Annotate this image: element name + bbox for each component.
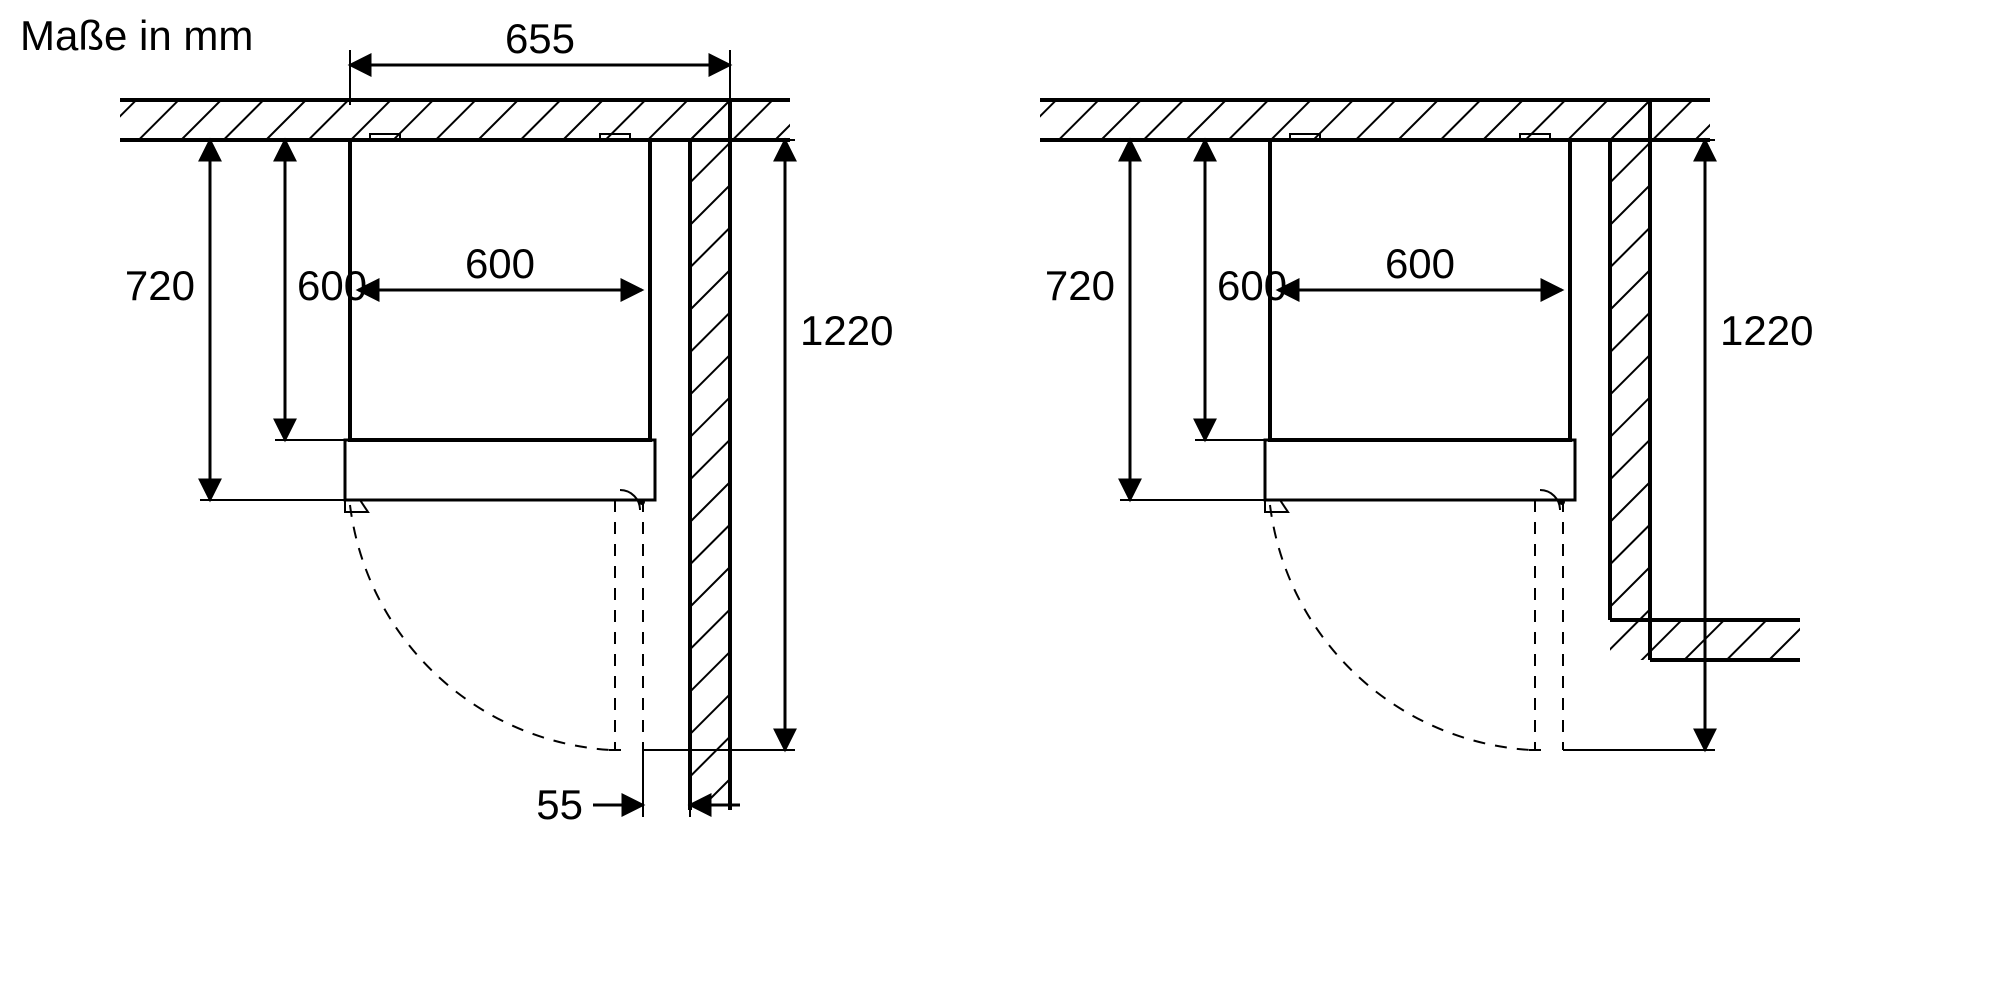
- dim-600w: 600: [465, 240, 535, 287]
- technical-drawing: Maße in mm 655 600 720 600 1220 55 600 720 600 12…: [0, 0, 2000, 1000]
- dim-55: 55: [536, 781, 583, 828]
- dim-600h: 600: [1217, 262, 1287, 309]
- door-swing-arc: [350, 505, 610, 750]
- dim-600h: 600: [297, 262, 367, 309]
- door-swing-arc: [1270, 505, 1530, 750]
- dim-655: 655: [505, 15, 575, 62]
- view-right: 600 720 600 1220: [1040, 100, 1813, 750]
- dim-600w: 600: [1385, 240, 1455, 287]
- dim-720: 720: [125, 262, 195, 309]
- title: Maße in mm: [20, 12, 253, 59]
- view-left: 655 600 720 600 1220 55: [120, 15, 893, 828]
- dim-720: 720: [1045, 262, 1115, 309]
- dim-1220: 1220: [800, 307, 893, 354]
- dim-1220: 1220: [1720, 307, 1813, 354]
